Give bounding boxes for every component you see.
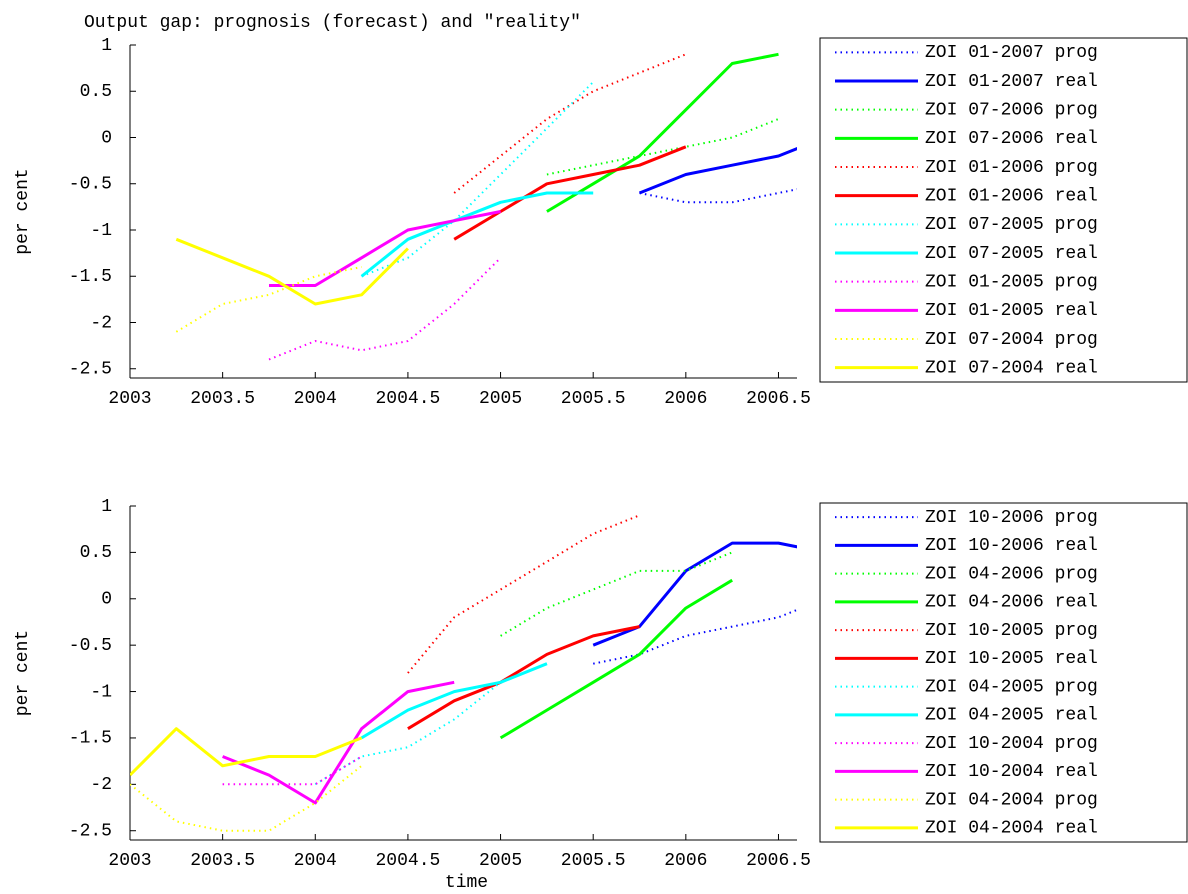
legend-label: ZOI 07-2006 real — [925, 129, 1098, 149]
line — [639, 188, 797, 204]
line — [360, 662, 548, 740]
legend-label: ZOI 07-2004 prog — [925, 330, 1098, 350]
x-tick-label: 2004.5 — [376, 389, 441, 409]
x-tick-label: 2004 — [294, 389, 337, 409]
y-tick-label: -1.5 — [69, 729, 112, 749]
plot-area — [130, 514, 797, 832]
legend-label: ZOI 04-2004 prog — [925, 790, 1098, 810]
legend-label: ZOI 10-2006 prog — [925, 508, 1098, 528]
y-tick-label: 1 — [101, 497, 112, 517]
line — [453, 145, 687, 241]
line — [453, 53, 687, 194]
legend-box — [819, 502, 1188, 843]
x-tick-label: 2004 — [294, 851, 337, 871]
x-tick-label: 2005 — [479, 389, 522, 409]
line — [222, 755, 363, 786]
legend-label: ZOI 01-2006 prog — [925, 158, 1098, 178]
y-tick-label: 1 — [101, 36, 112, 56]
legend-label: ZOI 10-2005 real — [925, 649, 1098, 669]
line — [407, 625, 640, 730]
x-axis-label: time — [445, 873, 488, 893]
legend-label: ZOI 01-2005 prog — [925, 272, 1098, 292]
x-tick-label: 2003 — [108, 851, 151, 871]
legend-box — [819, 37, 1188, 383]
legend-label: ZOI 04-2004 real — [925, 819, 1098, 839]
line — [360, 191, 594, 278]
line — [314, 662, 548, 786]
y-axis-label: per cent — [13, 630, 33, 716]
legend-label: ZOI 01-2006 real — [925, 186, 1098, 206]
legend-label: ZOI 10-2004 real — [925, 762, 1098, 782]
line — [592, 541, 797, 647]
y-tick-label: -0.5 — [69, 175, 112, 195]
x-tick-label: 2005.5 — [561, 851, 626, 871]
y-tick-label: 0 — [101, 590, 112, 610]
legend-label: ZOI 04-2005 real — [925, 706, 1098, 726]
legend-label: ZOI 01-2007 real — [925, 72, 1098, 92]
line — [269, 210, 501, 287]
legend-label: ZOI 01-2007 prog — [925, 43, 1098, 63]
plot-area — [175, 52, 797, 361]
line — [638, 146, 797, 195]
line — [593, 608, 797, 665]
y-tick-label: -2.5 — [69, 360, 112, 380]
x-tick-label: 2005 — [479, 851, 522, 871]
legend-label: ZOI 04-2005 prog — [925, 677, 1098, 697]
line — [130, 765, 363, 832]
y-tick-label: 0.5 — [80, 82, 112, 102]
y-tick-label: -1 — [90, 682, 112, 702]
legend-label: ZOI 04-2006 real — [925, 593, 1098, 613]
legend-label: ZOI 04-2006 prog — [925, 564, 1098, 584]
x-tick-label: 2004.5 — [376, 851, 441, 871]
line — [499, 578, 733, 740]
x-tick-label: 2006 — [664, 389, 707, 409]
y-tick-label: 0 — [101, 128, 112, 148]
line — [407, 514, 640, 674]
line — [130, 727, 363, 777]
legend-label: ZOI 07-2005 prog — [925, 215, 1098, 235]
legend-label: ZOI 10-2005 prog — [925, 621, 1098, 641]
legend-label: ZOI 10-2006 real — [925, 536, 1098, 556]
legend-label: ZOI 07-2005 real — [925, 244, 1098, 264]
y-tick-label: -1 — [90, 221, 112, 241]
x-tick-label: 2003 — [108, 389, 151, 409]
legend-label: ZOI 01-2005 real — [925, 301, 1098, 321]
line — [500, 551, 733, 637]
x-tick-label: 2006.5 — [746, 389, 811, 409]
x-tick-label: 2003.5 — [190, 389, 255, 409]
line — [546, 52, 779, 213]
line — [175, 237, 409, 306]
legend-label: ZOI 07-2004 real — [925, 358, 1098, 378]
y-tick-label: -1.5 — [69, 267, 112, 287]
line — [222, 680, 455, 805]
y-axis-label: per cent — [13, 168, 33, 254]
line — [546, 118, 779, 176]
y-tick-label: -0.5 — [69, 636, 112, 656]
chart-title: Output gap: prognosis (forecast) and "re… — [84, 13, 581, 33]
x-tick-label: 2006.5 — [746, 851, 811, 871]
x-tick-label: 2003.5 — [190, 851, 255, 871]
x-tick-label: 2005.5 — [561, 389, 626, 409]
y-tick-label: -2.5 — [69, 821, 112, 841]
legend-label: ZOI 10-2004 prog — [925, 734, 1098, 754]
x-tick-label: 2006 — [664, 851, 707, 871]
y-tick-label: -2 — [90, 775, 112, 795]
y-tick-label: -2 — [90, 313, 112, 333]
legend-label: ZOI 07-2006 prog — [925, 100, 1098, 120]
y-tick-label: 0.5 — [80, 543, 112, 563]
